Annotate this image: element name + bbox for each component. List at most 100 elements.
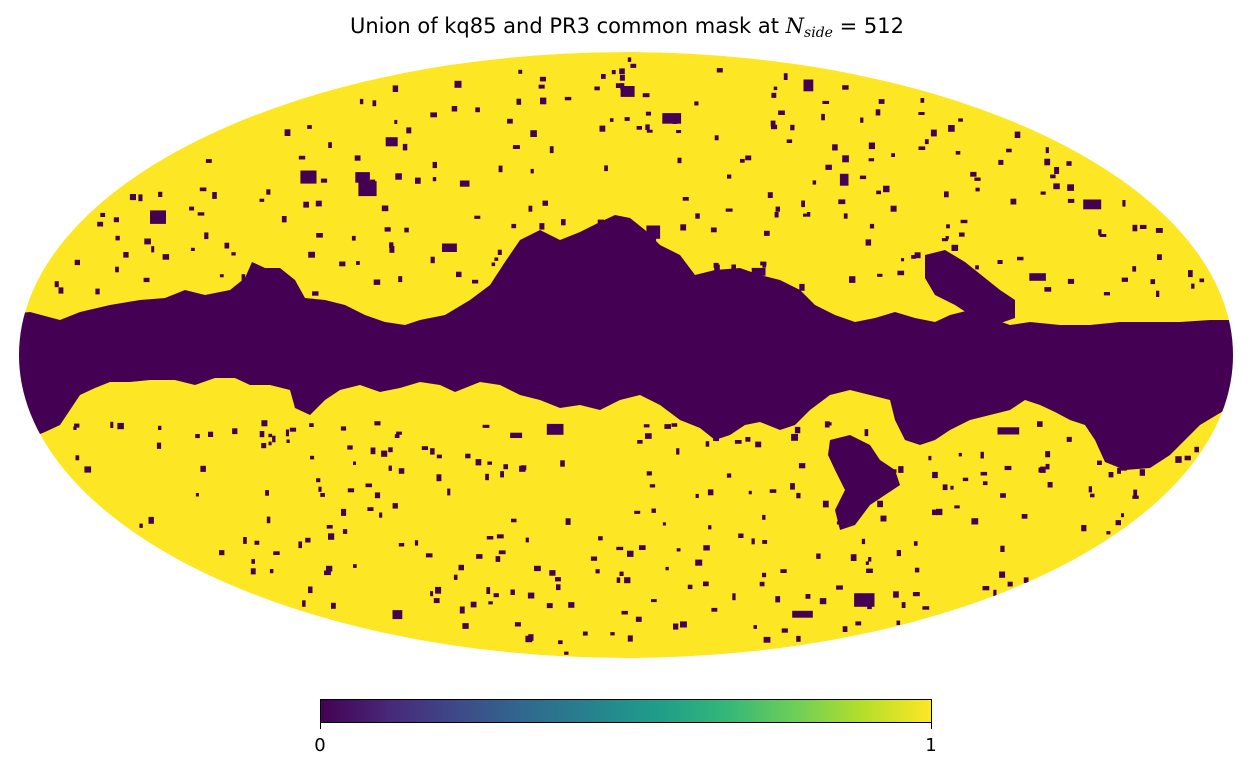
mask-patch: [682, 197, 689, 201]
mask-patch: [259, 198, 265, 202]
mask-patch: [1106, 531, 1111, 535]
mask-patch: [869, 484, 873, 489]
mask-patch: [144, 238, 151, 245]
mask-patch: [732, 593, 736, 601]
mask-patch: [394, 119, 398, 124]
mask-patch: [150, 210, 166, 224]
mask-patch: [1006, 148, 1012, 153]
mask-patch: [286, 439, 290, 443]
mask-patch: [465, 453, 471, 459]
mask-patch: [643, 424, 650, 428]
mask-patch: [932, 471, 938, 479]
mask-patch: [373, 279, 381, 285]
mask-patch: [599, 125, 606, 132]
mask-patch: [876, 190, 881, 195]
mask-patch: [564, 96, 572, 101]
mask-patch: [762, 540, 768, 544]
mask-patch: [609, 118, 614, 122]
mask-patch: [298, 155, 306, 160]
mask-patch: [1054, 167, 1060, 174]
mask-patch: [75, 455, 80, 461]
mask-patch: [1066, 161, 1072, 166]
mask-patch: [971, 518, 979, 525]
mask-patch: [458, 564, 464, 571]
colorbar-max-label: 1: [925, 735, 937, 756]
mask-patch: [320, 493, 325, 497]
mask-patch: [151, 246, 155, 253]
mask-patch: [997, 427, 1020, 435]
mask-patch: [1199, 278, 1205, 283]
mask-patch: [341, 508, 347, 516]
mask-patch: [621, 610, 628, 615]
mask-patch: [353, 461, 356, 465]
mask-patch: [200, 465, 206, 472]
mask-patch: [859, 175, 867, 180]
mask-patch: [281, 216, 287, 223]
mask-patch: [320, 178, 328, 183]
mask-patch: [738, 533, 744, 538]
mask-patch: [726, 473, 732, 478]
mask-patch: [312, 291, 319, 296]
mask-patch: [854, 593, 875, 607]
mask-patch: [611, 70, 616, 75]
mask-patch: [997, 260, 1003, 264]
mask-patch: [1139, 469, 1145, 476]
mask-patch: [389, 242, 394, 248]
mask-patch: [868, 142, 875, 150]
mask-patch: [353, 564, 357, 568]
mask-patch: [805, 594, 811, 599]
mask-patch: [662, 113, 682, 124]
mask-patch: [745, 155, 752, 161]
mask-patch: [616, 577, 621, 583]
mask-patch: [318, 486, 322, 492]
mask-patch: [261, 420, 268, 427]
mask-patch: [1156, 453, 1163, 460]
title-symbol: N: [785, 14, 805, 38]
mask-patch: [139, 523, 143, 528]
mask-patch: [1045, 463, 1050, 470]
mask-patch: [676, 548, 681, 552]
mask-patch: [803, 213, 807, 217]
mask-patch: [117, 422, 124, 430]
mask-patch: [273, 551, 280, 555]
mask-patch: [436, 454, 442, 459]
mask-patch: [358, 181, 377, 197]
mask-patch: [1160, 422, 1167, 429]
mask-patch: [530, 168, 534, 174]
mask-patch: [695, 493, 699, 498]
mask-patch: [796, 492, 801, 499]
mask-patch: [340, 426, 347, 431]
mask-patch: [493, 593, 499, 598]
mask-patch: [662, 522, 666, 526]
mask-patch: [1000, 493, 1006, 498]
mask-patch: [84, 466, 92, 473]
mask-patch: [642, 93, 650, 98]
mask-patch: [672, 119, 677, 124]
mask-patch: [527, 592, 535, 599]
mask-patch: [898, 466, 904, 473]
colorbar-tick-max: [931, 723, 932, 729]
mask-patch: [374, 421, 381, 426]
mask-patch: [539, 223, 545, 230]
mask-patch: [518, 69, 523, 74]
mask-patch: [1188, 270, 1193, 278]
mask-patch: [510, 589, 515, 595]
mask-patch: [472, 279, 479, 284]
mask-patch: [394, 434, 400, 438]
galactic-plane-mask: [19, 215, 1233, 470]
mask-patch: [980, 471, 988, 476]
mask-patch: [519, 465, 526, 472]
mask-patch: [775, 206, 780, 212]
mask-patch: [487, 461, 492, 465]
mask-patch: [496, 534, 504, 539]
mask-patch: [896, 550, 901, 557]
mask-patch: [763, 636, 771, 643]
mask-patch: [832, 144, 838, 151]
mask-patch: [646, 129, 653, 133]
mask-patch: [398, 543, 405, 547]
mask-patch: [703, 545, 710, 551]
mask-patch: [714, 135, 719, 141]
mask-patch: [1044, 287, 1052, 292]
mask-patch: [406, 127, 412, 134]
mask-patch: [303, 201, 309, 208]
